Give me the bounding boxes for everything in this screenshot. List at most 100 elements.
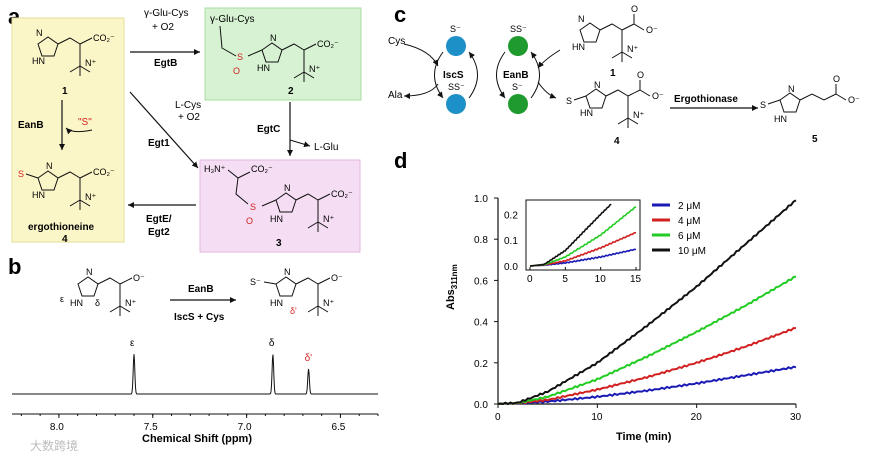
svg-text:HN: HN	[70, 298, 83, 308]
nmr-x-axis-title: Chemical Shift (ppm)	[142, 433, 252, 445]
svg-text:N⁺: N⁺	[627, 44, 638, 54]
compound-4-structure	[25, 170, 93, 210]
inset-x-tick-label: 15	[630, 274, 642, 285]
compound-4-structure-c	[573, 80, 651, 128]
svg-text:HN: HN	[32, 190, 45, 200]
chart-y-axis-title: Abs311nm	[445, 264, 459, 310]
series-line	[497, 275, 797, 406]
iscs-top-state: S⁻	[450, 24, 461, 34]
series-line	[497, 327, 796, 406]
nmr-peak-labels: ε δ δ'	[130, 338, 312, 364]
eanb-bottom-state: S⁻	[512, 82, 523, 92]
y-tick-label: 0.0	[474, 400, 488, 411]
inset-series-line	[529, 206, 637, 267]
iscs-bottom-state: SS⁻	[448, 82, 465, 92]
egtc-product: L-Glu	[314, 142, 338, 153]
svg-text:CO₂⁻: CO₂⁻	[251, 164, 273, 174]
svg-text:HN: HN	[257, 63, 270, 73]
iscs-bottom-circle	[446, 94, 466, 114]
nmr-tick-label: 7.5	[144, 422, 158, 433]
svg-text:S: S	[18, 169, 24, 179]
svg-text:O: O	[233, 66, 240, 76]
svg-text:CO₂⁻: CO₂⁻	[331, 189, 353, 199]
eanb-top-circle	[508, 36, 528, 56]
svg-text:S: S	[250, 202, 256, 212]
chart-legend: 2 μM 4 μM 6 μM 10 μM	[652, 201, 706, 257]
svg-text:N: N	[284, 267, 291, 277]
panel-label-c: c	[394, 2, 406, 27]
inset-y-tick-label: 0.1	[504, 236, 518, 247]
svg-text:N⁺: N⁺	[633, 110, 644, 120]
svg-text:N: N	[270, 33, 277, 43]
watermark: 大数跨境	[30, 438, 78, 453]
panel-label-d: d	[394, 148, 407, 173]
inset-x-tick-label: 5	[562, 274, 568, 285]
svg-text:HN: HN	[270, 298, 283, 308]
iscs-top-circle	[446, 36, 466, 56]
compound-1-structure	[37, 36, 93, 76]
compound-5-structure	[767, 84, 847, 113]
inset-x-tick-label: 0	[527, 274, 533, 285]
svg-text:δ: δ	[95, 298, 100, 308]
svg-text:HN: HN	[774, 114, 787, 124]
egtb-reagent-2: + O2	[152, 22, 174, 33]
ala-label: Ala	[388, 90, 403, 101]
nmr-tick-label: 6.5	[331, 422, 345, 433]
svg-text:N⁺: N⁺	[323, 298, 334, 308]
eanb-bottom-circle	[508, 94, 528, 114]
svg-text:O⁻: O⁻	[848, 95, 860, 105]
panel-label-b: b	[8, 254, 21, 279]
egtb-reagent-1: γ-Glu-Cys	[144, 8, 188, 19]
series-line	[497, 199, 797, 406]
egt1-label: Egt1	[148, 138, 170, 149]
series-line	[497, 365, 797, 406]
legend-label: 10 μM	[678, 246, 706, 257]
compound-2-label: 2	[288, 86, 294, 97]
svg-text:O: O	[833, 74, 840, 84]
legend-label: 6 μM	[678, 231, 700, 242]
panel-c: c S⁻ SS⁻ SS⁻ S⁻ IscS EanB Cys Ala HN N O…	[388, 2, 860, 147]
chart-axes: 0 10 20 30 0.0 0.2 0.4 0.6 0.8 1.0	[474, 194, 802, 423]
egt1-arrow	[129, 91, 199, 169]
sulfur-source-label: "S"	[78, 117, 92, 128]
compound-1-structure-c	[579, 14, 645, 62]
inset-axes: 0 5 10 15 0.0 0.1 0.2	[504, 210, 642, 285]
inset-series	[529, 203, 637, 267]
x-tick-label: 20	[691, 412, 703, 423]
compound-2-structure	[219, 25, 317, 82]
egtc-label: EgtC	[257, 124, 280, 135]
nmr-tick-label: 8.0	[50, 422, 64, 433]
svg-text:HN: HN	[572, 42, 585, 52]
egtb-label: EgtB	[154, 58, 177, 69]
svg-text:N: N	[594, 80, 601, 90]
svg-text:HN: HN	[580, 108, 593, 118]
egt1-reagent-2: + O2	[178, 112, 200, 123]
svg-text:O: O	[246, 216, 253, 226]
panel-b-iscs-cys: IscS + Cys	[174, 312, 225, 323]
svg-text:N⁺: N⁺	[309, 64, 320, 74]
svg-text:O⁻: O⁻	[652, 91, 664, 101]
compound-3-box	[199, 159, 361, 253]
svg-text:N⁺: N⁺	[125, 298, 136, 308]
eanb-label-c: EanB	[503, 70, 529, 81]
x-tick-label: 30	[790, 412, 802, 423]
panel-b-eanb: EanB	[188, 284, 214, 295]
legend-label: 4 μM	[678, 216, 700, 227]
svg-text:CO₂⁻: CO₂⁻	[93, 33, 115, 43]
compound-2-group: γ-Glu-Cys	[210, 14, 254, 25]
svg-text:O⁻: O⁻	[646, 25, 658, 35]
svg-text:N⁺: N⁺	[323, 214, 334, 224]
nmr-spectrum-trace	[12, 354, 378, 395]
panel-b-product	[263, 276, 331, 316]
nmr-peak-label: δ'	[305, 353, 313, 364]
svg-text:O⁻: O⁻	[331, 273, 343, 283]
ergothionase-label: Ergothionase	[674, 94, 738, 105]
compound-3-label: 3	[276, 238, 282, 249]
x-tick-label: 0	[495, 412, 501, 423]
cys-label: Cys	[388, 36, 405, 47]
x-tick-label: 10	[591, 412, 603, 423]
svg-text:S: S	[237, 52, 243, 62]
nmr-tick-label: 7.0	[238, 422, 252, 433]
svg-text:O: O	[637, 70, 644, 80]
